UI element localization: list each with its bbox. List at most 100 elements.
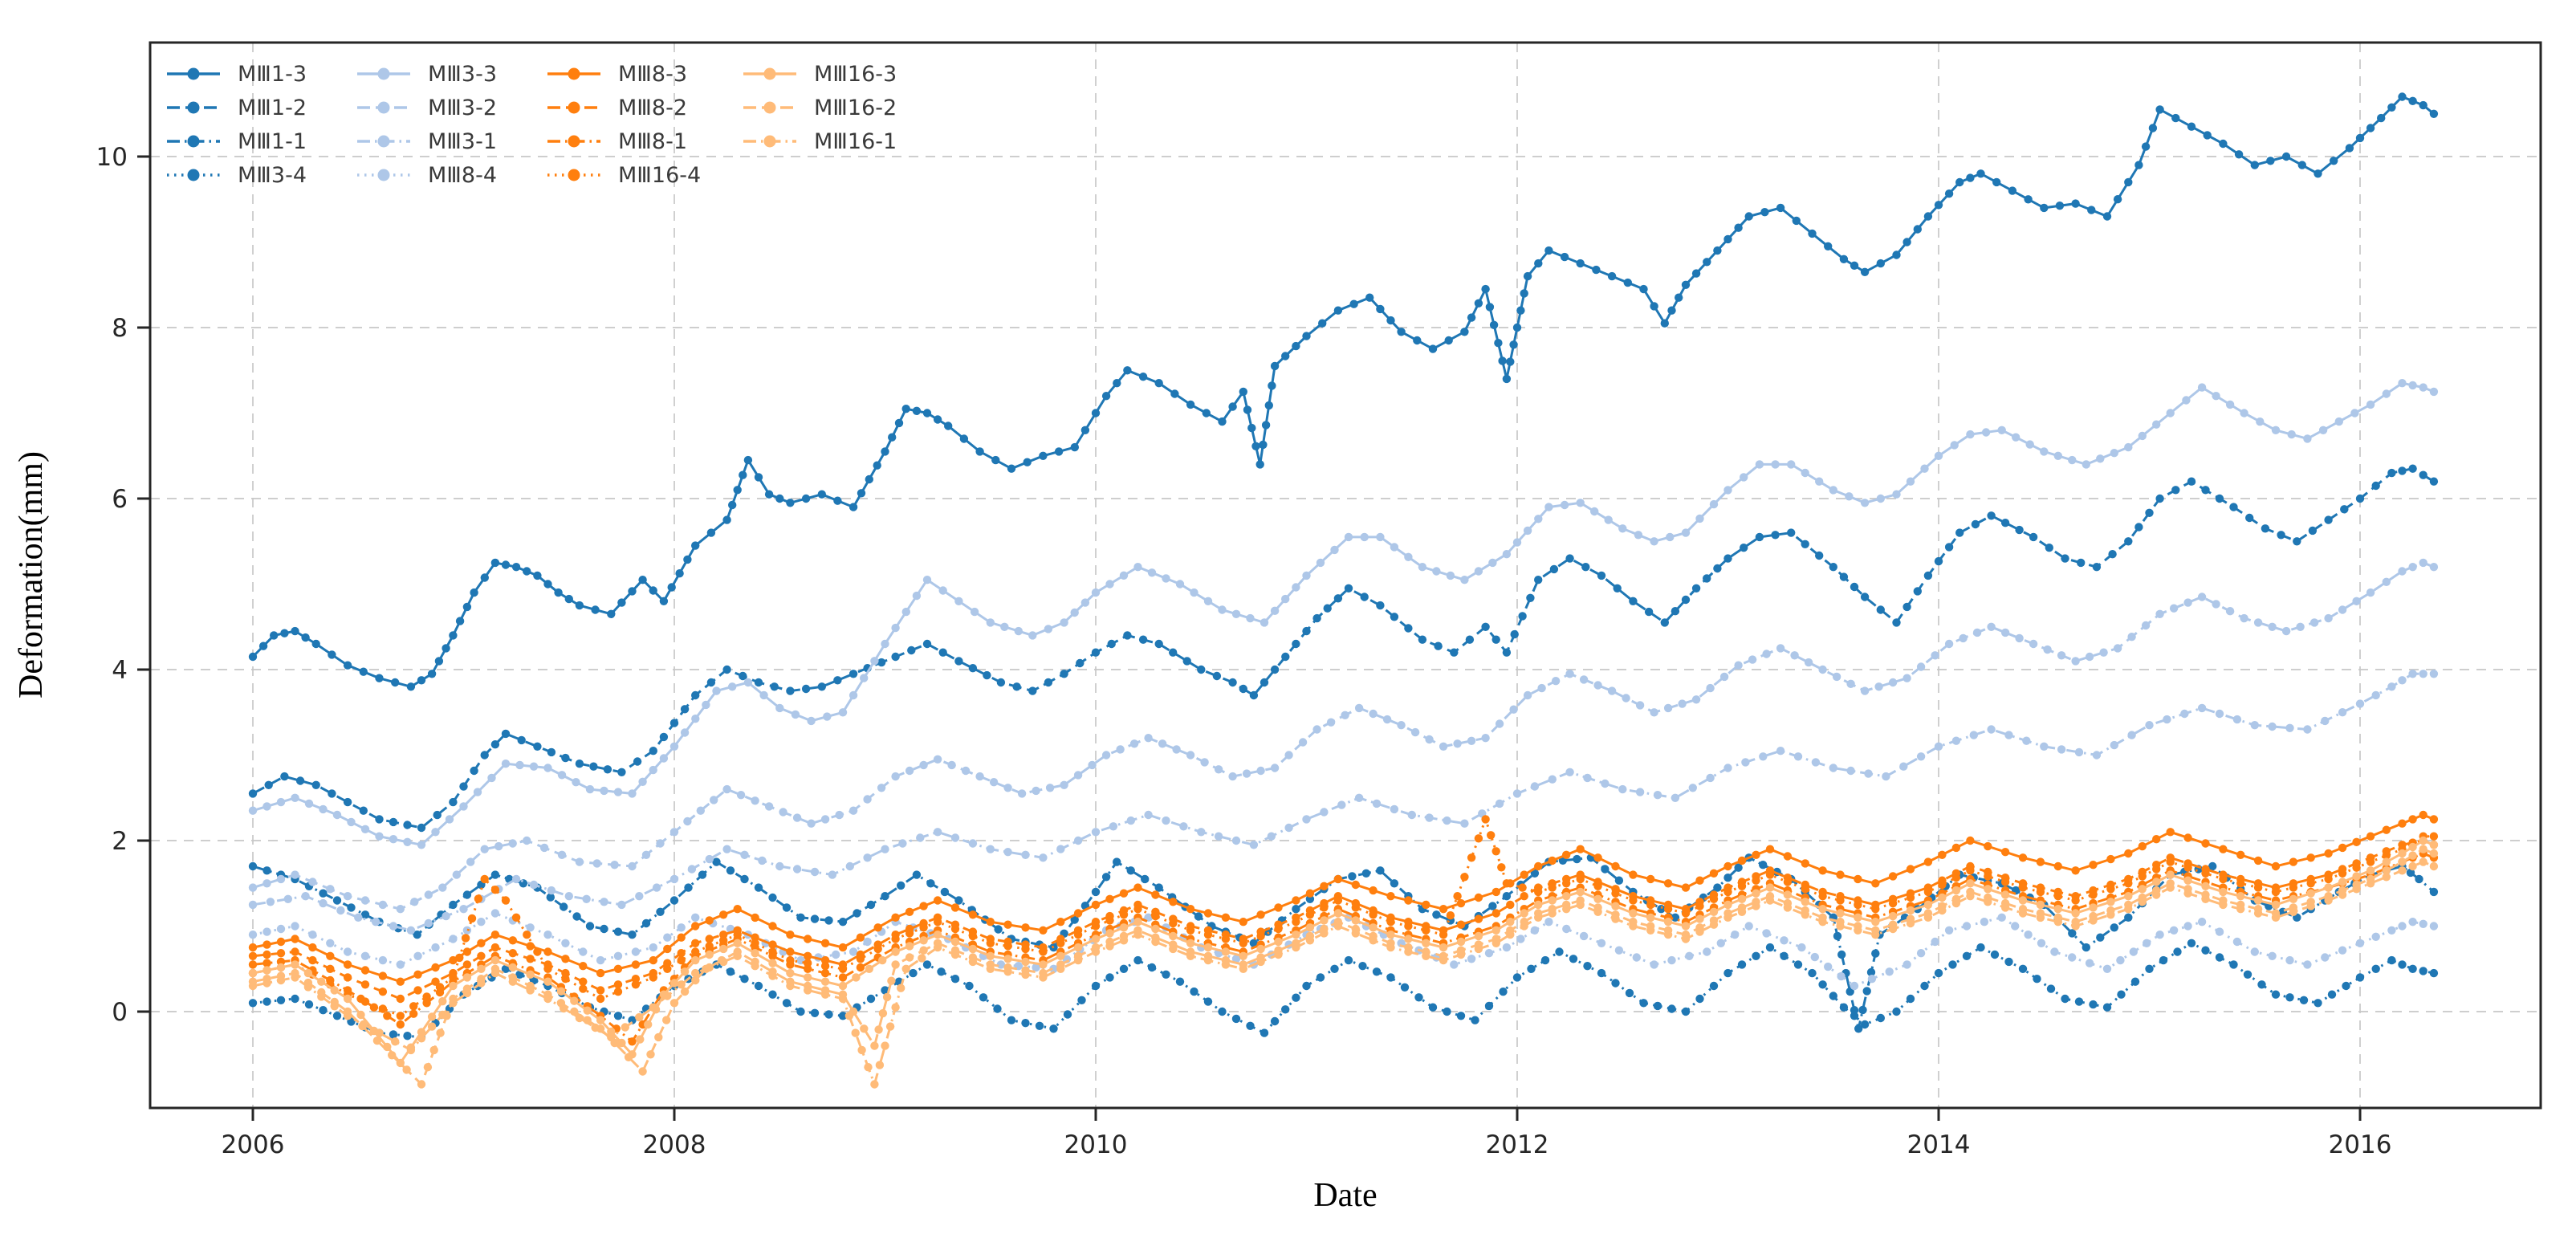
series-MⅢ16-4 [248, 815, 2439, 1020]
marker [677, 949, 686, 958]
marker [262, 979, 271, 988]
marker [2102, 964, 2112, 974]
marker [1787, 460, 1796, 469]
marker [1882, 772, 1890, 781]
marker [1723, 913, 1732, 922]
marker [1123, 631, 1132, 640]
marker [968, 910, 978, 919]
marker [1888, 924, 1898, 934]
marker [1576, 499, 1585, 507]
marker [1281, 1005, 1290, 1014]
marker [360, 966, 370, 975]
marker [891, 913, 900, 922]
legend-item-MⅢ1-1: MⅢ1-1 [167, 129, 307, 154]
marker [2355, 133, 2365, 143]
marker [1039, 973, 1048, 982]
marker [2382, 866, 2391, 875]
marker [989, 778, 999, 787]
marker [477, 939, 486, 948]
marker [1003, 920, 1012, 929]
marker [2000, 519, 2010, 527]
marker [1646, 926, 1655, 935]
marker [449, 797, 458, 807]
marker [2152, 878, 2161, 886]
marker [1990, 950, 2000, 959]
marker [1808, 229, 1817, 238]
marker [2355, 699, 2365, 708]
marker [1512, 789, 1522, 798]
marker [1695, 927, 1704, 936]
legend-label: MⅢ3-4 [238, 163, 307, 188]
marker [933, 755, 942, 764]
marker [950, 937, 960, 947]
marker [501, 896, 511, 905]
marker [873, 923, 882, 932]
marker [786, 968, 795, 978]
marker [2071, 657, 2080, 666]
marker [383, 1042, 392, 1052]
marker [2366, 400, 2375, 409]
marker [1871, 949, 1880, 958]
legend-marker-dot [763, 101, 776, 114]
marker [248, 943, 258, 952]
marker [1966, 879, 1975, 888]
marker [1056, 939, 1065, 948]
marker [1369, 923, 1378, 932]
marker [901, 964, 910, 974]
marker [417, 823, 426, 833]
marker [1105, 916, 1114, 925]
marker [2352, 872, 2361, 881]
marker [429, 1045, 438, 1055]
marker [918, 954, 926, 963]
marker [276, 949, 286, 958]
marker [2419, 836, 2427, 845]
marker [1203, 943, 1213, 952]
marker [986, 618, 995, 627]
marker [1762, 929, 1771, 938]
marker [905, 766, 914, 776]
marker [1119, 923, 1129, 932]
marker [319, 1006, 328, 1015]
marker [1073, 771, 1083, 780]
marker [396, 905, 405, 914]
marker [1520, 870, 1528, 879]
marker [1218, 417, 1227, 426]
marker [1520, 922, 1528, 931]
marker [389, 817, 398, 827]
marker [1344, 584, 1353, 593]
marker [461, 934, 470, 943]
marker [2387, 682, 2396, 691]
marker [810, 1008, 820, 1018]
marker [1369, 910, 1378, 919]
marker [909, 968, 918, 978]
marker [248, 652, 258, 662]
marker [641, 850, 651, 860]
marker [2201, 946, 2210, 955]
marker [1003, 848, 1012, 857]
marker [585, 784, 595, 794]
series-MⅢ3-1 [248, 670, 2439, 935]
marker [1298, 738, 1308, 747]
marker [1573, 854, 1581, 864]
marker [1866, 967, 1876, 977]
marker [1801, 540, 1809, 548]
marker [1888, 898, 1898, 908]
marker [919, 946, 928, 955]
marker [1144, 734, 1153, 743]
marker [1829, 764, 1837, 772]
marker [1969, 731, 1978, 739]
marker [1239, 964, 1248, 974]
marker [1073, 909, 1083, 918]
marker [1629, 597, 1638, 605]
marker [1899, 762, 1908, 771]
marker [1635, 788, 1645, 796]
marker [919, 902, 928, 910]
marker [1997, 913, 2006, 922]
marker [2314, 999, 2322, 1008]
marker [680, 967, 690, 976]
marker [1073, 943, 1083, 952]
marker [1544, 918, 1553, 927]
marker [2236, 892, 2245, 901]
marker [1614, 876, 1624, 885]
marker [786, 686, 795, 695]
